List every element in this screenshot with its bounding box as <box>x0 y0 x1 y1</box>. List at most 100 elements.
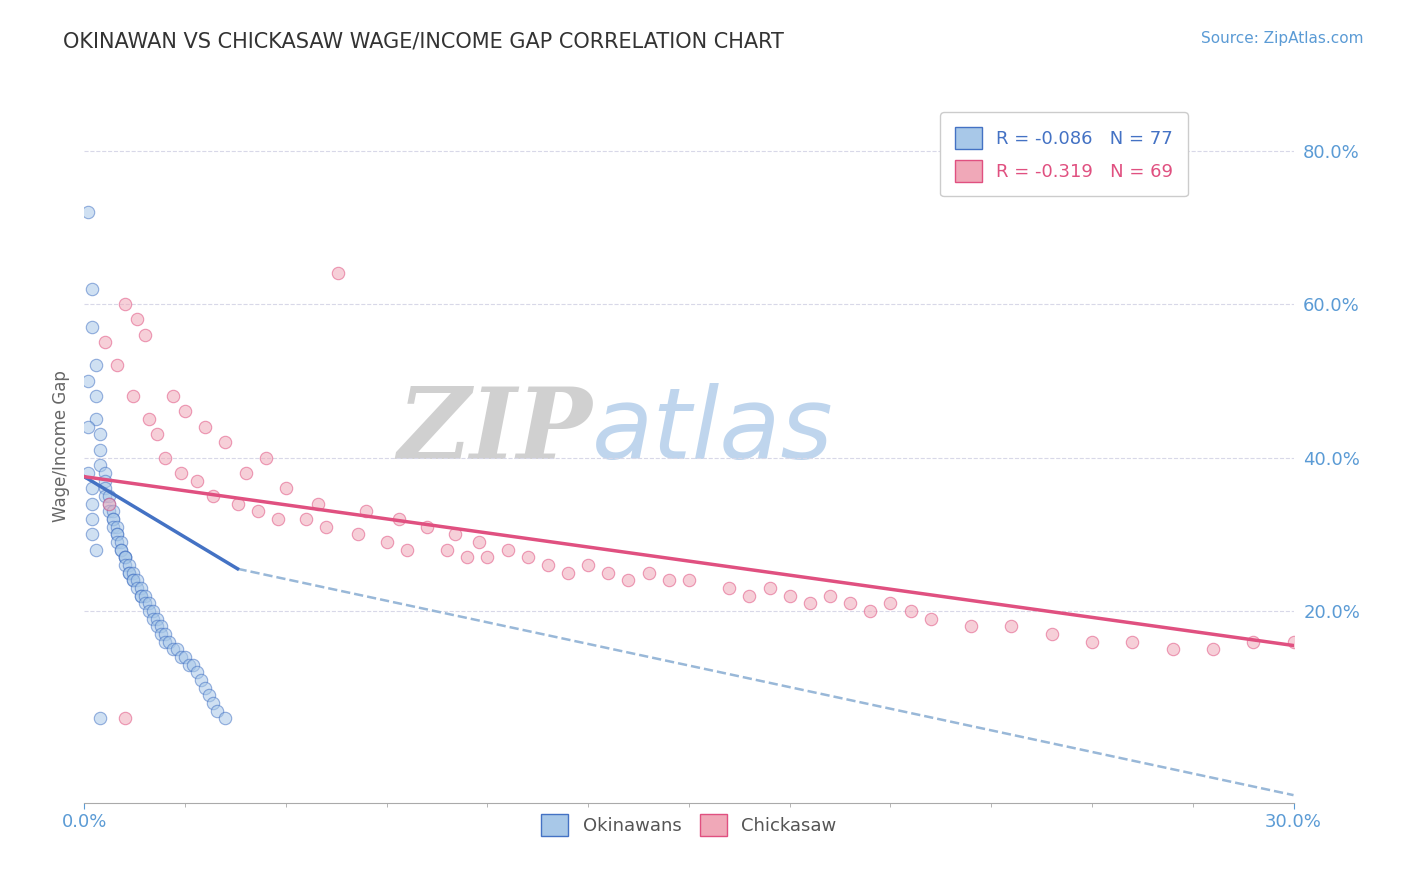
Point <box>179 657 201 672</box>
Point <box>779 589 801 603</box>
Point <box>900 604 922 618</box>
Point <box>105 535 128 549</box>
Point <box>254 450 277 465</box>
Point <box>758 581 780 595</box>
Point <box>186 665 208 680</box>
Point <box>114 550 136 565</box>
Point <box>1241 634 1264 648</box>
Point <box>125 581 148 595</box>
Point <box>274 481 297 495</box>
Point <box>82 497 104 511</box>
Point <box>194 681 217 695</box>
Point <box>93 489 115 503</box>
Point <box>118 566 141 580</box>
Point <box>114 550 136 565</box>
Point <box>839 596 862 610</box>
Point <box>77 419 100 434</box>
Point <box>186 474 208 488</box>
Point <box>1040 627 1063 641</box>
Point <box>93 481 115 495</box>
Point <box>114 550 136 565</box>
Point <box>77 466 100 480</box>
Point <box>118 558 141 572</box>
Point <box>138 412 160 426</box>
Point <box>1202 642 1225 657</box>
Point <box>114 558 136 572</box>
Point <box>202 489 225 503</box>
Point <box>114 297 136 311</box>
Point <box>395 542 418 557</box>
Point <box>146 427 169 442</box>
Point <box>207 704 229 718</box>
Point <box>444 527 467 541</box>
Point <box>82 320 104 334</box>
Point <box>576 558 599 572</box>
Point <box>202 696 225 710</box>
Point <box>114 711 136 725</box>
Point <box>598 566 620 580</box>
Point <box>170 650 193 665</box>
Point <box>86 542 108 557</box>
Point <box>121 389 143 403</box>
Point <box>82 527 104 541</box>
Point <box>678 574 700 588</box>
Point <box>89 442 111 457</box>
Text: Source: ZipAtlas.com: Source: ZipAtlas.com <box>1201 31 1364 46</box>
Point <box>157 634 180 648</box>
Point <box>93 474 115 488</box>
Point <box>121 574 143 588</box>
Point <box>174 404 197 418</box>
Point <box>89 458 111 473</box>
Point <box>1081 634 1104 648</box>
Point <box>388 512 411 526</box>
Point <box>617 574 640 588</box>
Point <box>315 519 337 533</box>
Point <box>1000 619 1022 633</box>
Point <box>77 205 100 219</box>
Point <box>93 335 115 350</box>
Point <box>174 650 197 665</box>
Point <box>86 389 108 403</box>
Point <box>146 619 169 633</box>
Point <box>295 512 318 526</box>
Point <box>97 504 120 518</box>
Point <box>328 266 350 280</box>
Point <box>110 535 132 549</box>
Point <box>1161 642 1184 657</box>
Point <box>537 558 560 572</box>
Point <box>129 581 152 595</box>
Point <box>105 527 128 541</box>
Point <box>105 527 128 541</box>
Text: OKINAWAN VS CHICKASAW WAGE/INCOME GAP CORRELATION CHART: OKINAWAN VS CHICKASAW WAGE/INCOME GAP CO… <box>63 31 785 51</box>
Point <box>86 412 108 426</box>
Point <box>93 466 115 480</box>
Point <box>110 542 132 557</box>
Point <box>105 359 128 373</box>
Point <box>347 527 370 541</box>
Point <box>356 504 378 518</box>
Point <box>134 596 156 610</box>
Point <box>77 374 100 388</box>
Point <box>134 589 156 603</box>
Point <box>97 497 120 511</box>
Point <box>82 512 104 526</box>
Point <box>97 497 120 511</box>
Point <box>110 542 132 557</box>
Point <box>496 542 519 557</box>
Point <box>468 535 491 549</box>
Point <box>170 466 193 480</box>
Point <box>149 619 172 633</box>
Point <box>198 689 221 703</box>
Point <box>129 589 152 603</box>
Point <box>194 419 217 434</box>
Point <box>125 574 148 588</box>
Point <box>101 504 124 518</box>
Point <box>416 519 439 533</box>
Point <box>181 657 204 672</box>
Point <box>166 642 188 657</box>
Point <box>101 512 124 526</box>
Point <box>146 612 169 626</box>
Text: ZIP: ZIP <box>398 384 592 480</box>
Point <box>879 596 901 610</box>
Point <box>818 589 841 603</box>
